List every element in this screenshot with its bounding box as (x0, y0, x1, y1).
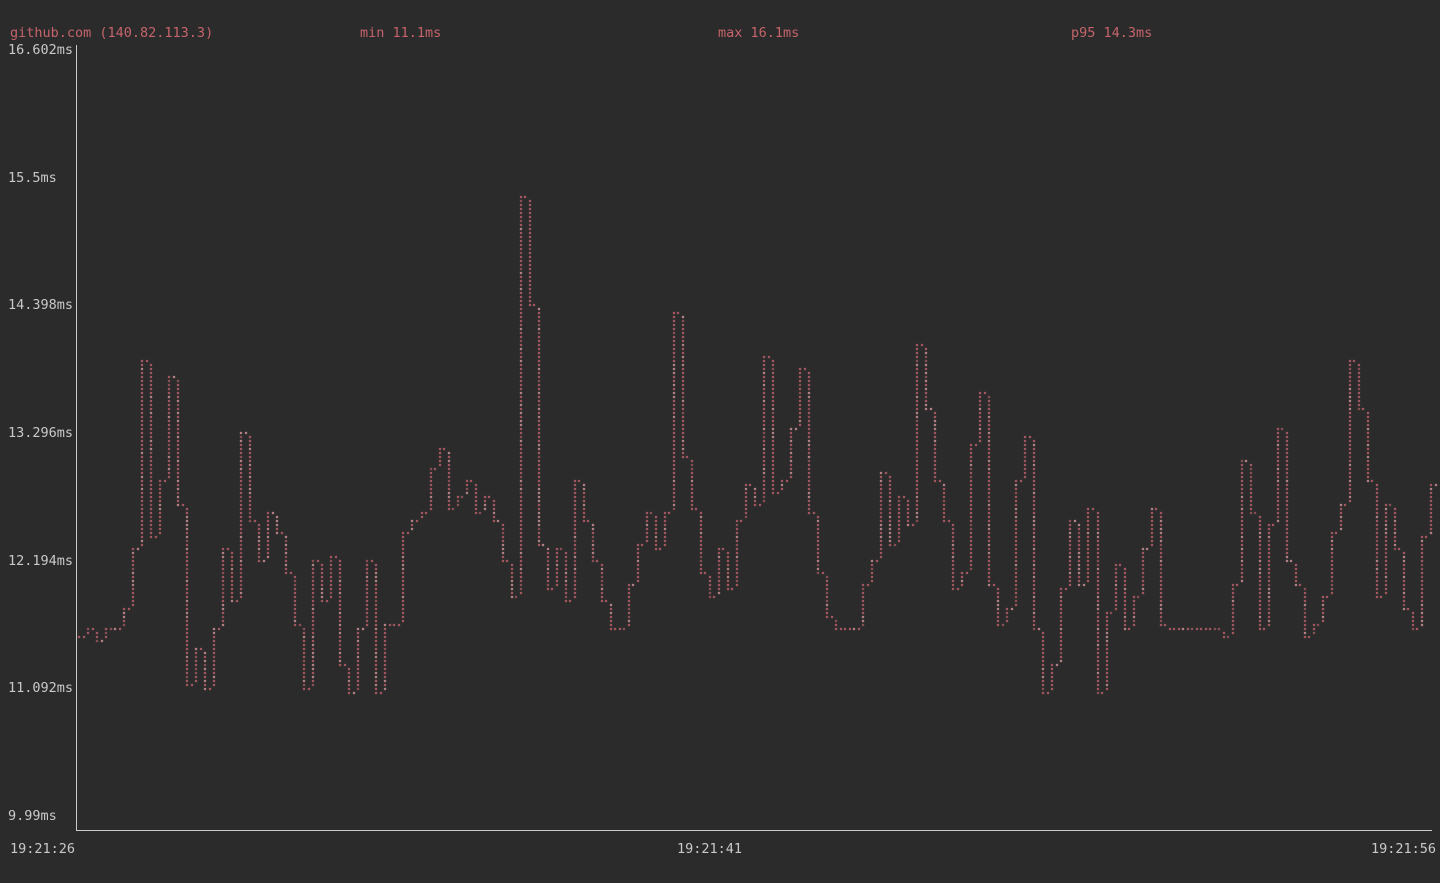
x-axis-tick-label: 19:21:56 (1371, 841, 1437, 857)
x-axis-tick-label: 19:21:41 (677, 841, 743, 857)
x-axis-line (76, 830, 1432, 831)
x-axis-tick-label: 19:21:26 (10, 841, 76, 857)
y-axis-line (76, 45, 77, 831)
y-axis-tick-label: 15.5ms (8, 170, 57, 186)
y-axis-tick-label: 11.092ms (8, 680, 74, 696)
y-axis-tick-label: 12.194ms (8, 553, 74, 569)
y-axis-tick-label: 14.398ms (8, 297, 74, 313)
y-axis-tick-label: 13.296ms (8, 425, 74, 441)
y-axis-tick-label: 9.99ms (8, 808, 57, 824)
y-axis-tick-label: 16.602ms (8, 42, 74, 58)
